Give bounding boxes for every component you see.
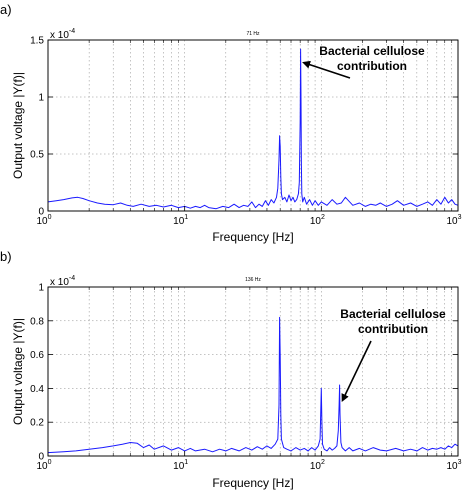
y-axis-title: Output voltage |Y(f)| (11, 72, 25, 179)
plot-border (47, 39, 459, 212)
x-tick-label: 102 (310, 214, 325, 227)
x-tick-base: 10 (173, 461, 185, 472)
y-tick-label: 0.8 (30, 316, 44, 327)
annotation-text: contribution (358, 322, 428, 336)
y-tick-label: 0 (38, 207, 44, 218)
x-tick-exponent: 3 (458, 214, 462, 221)
x-tick-label: 100 (36, 459, 51, 472)
y-tick-label: 1 (38, 283, 44, 294)
plot-border (47, 286, 459, 457)
x-tick-exponent: 1 (184, 459, 188, 466)
grid-lines (48, 287, 458, 456)
annotation-text: Bacterial cellulose (319, 44, 425, 58)
annotation-arrow (341, 340, 372, 403)
y-tick-label: 0 (38, 452, 44, 463)
x-tick-label: 103 (446, 459, 461, 472)
x-tick-base: 10 (310, 216, 322, 227)
panel-label: a) (0, 2, 12, 17)
x-tick-label: 100 (36, 214, 51, 227)
x-tick-base: 10 (173, 216, 185, 227)
x-tick-label: 101 (173, 459, 188, 472)
x-tick-exponent: 2 (321, 214, 325, 221)
y-tick-label: 0.6 (30, 350, 44, 361)
x-tick-exponent: 0 (48, 214, 52, 221)
x-tick-exponent: 1 (184, 214, 188, 221)
annotation-text: Bacterial cellulose (340, 307, 446, 321)
y-axis-title: Output voltage |Y(f)| (11, 318, 25, 425)
y-axis-multiplier: x 10-4 (50, 28, 75, 41)
annotation-text: contribution (337, 59, 407, 73)
x-tick-label: 103 (446, 214, 461, 227)
x-axis-title: Frequency [Hz] (212, 476, 293, 490)
x-tick-base: 10 (310, 461, 322, 472)
y-tick-label: 1.5 (30, 36, 44, 47)
x-tick-base: 10 (36, 461, 48, 472)
x-tick-exponent: 0 (48, 459, 52, 466)
y-multiplier-exponent: -4 (69, 28, 75, 35)
chart-title: 136 Hz (245, 277, 261, 283)
y-tick-label: 0.5 (30, 150, 44, 161)
x-tick-label: 102 (310, 459, 325, 472)
plot-area (47, 286, 459, 457)
y-multiplier-base: x 10 (50, 30, 69, 41)
y-multiplier-base: x 10 (50, 277, 69, 288)
y-axis-multiplier: x 10-4 (50, 275, 75, 288)
plot-area (47, 39, 459, 212)
x-tick-exponent: 2 (321, 459, 325, 466)
y-tick-label: 0.4 (30, 384, 44, 395)
chart-title: 71 Hz (246, 31, 260, 37)
data-series-line-0 (47, 48, 459, 210)
x-tick-base: 10 (446, 461, 458, 472)
panel-label: b) (0, 249, 12, 264)
annotation-arrow (302, 60, 351, 79)
x-axis-title: Frequency [Hz] (212, 230, 293, 244)
y-tick-label: 1 (38, 93, 44, 104)
x-tick-base: 10 (446, 216, 458, 227)
y-multiplier-exponent: -4 (69, 275, 75, 282)
data-series-line-0 (47, 316, 459, 454)
x-tick-exponent: 3 (458, 459, 462, 466)
y-tick-label: 0.2 (30, 418, 44, 429)
x-tick-label: 101 (173, 214, 188, 227)
x-tick-base: 10 (36, 216, 48, 227)
